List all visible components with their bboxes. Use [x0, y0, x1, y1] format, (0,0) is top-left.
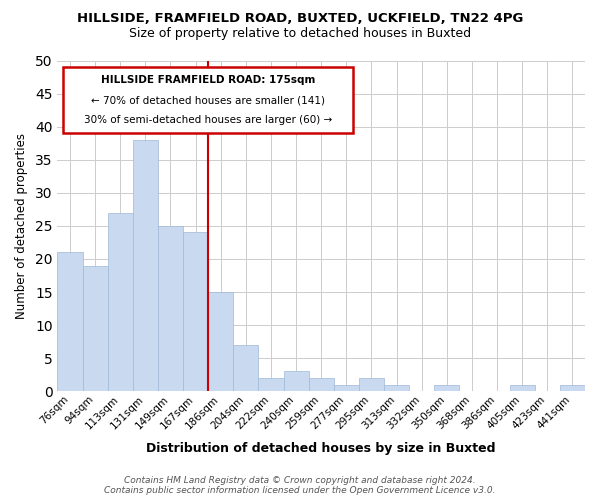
- Text: Contains HM Land Registry data © Crown copyright and database right 2024.
Contai: Contains HM Land Registry data © Crown c…: [104, 476, 496, 495]
- Bar: [208, 292, 233, 392]
- Bar: [158, 226, 183, 392]
- Bar: [83, 266, 107, 392]
- Bar: [233, 345, 259, 392]
- Bar: [107, 212, 133, 392]
- Bar: [384, 384, 409, 392]
- Bar: [334, 384, 359, 392]
- X-axis label: Distribution of detached houses by size in Buxted: Distribution of detached houses by size …: [146, 442, 496, 455]
- Bar: [560, 384, 585, 392]
- Bar: [359, 378, 384, 392]
- Text: Size of property relative to detached houses in Buxted: Size of property relative to detached ho…: [129, 28, 471, 40]
- Bar: [133, 140, 158, 392]
- FancyBboxPatch shape: [63, 67, 353, 134]
- Bar: [58, 252, 83, 392]
- Bar: [284, 372, 308, 392]
- Bar: [509, 384, 535, 392]
- Bar: [259, 378, 284, 392]
- Bar: [308, 378, 334, 392]
- Bar: [183, 232, 208, 392]
- Bar: [434, 384, 460, 392]
- Text: HILLSIDE, FRAMFIELD ROAD, BUXTED, UCKFIELD, TN22 4PG: HILLSIDE, FRAMFIELD ROAD, BUXTED, UCKFIE…: [77, 12, 523, 26]
- Text: ← 70% of detached houses are smaller (141): ← 70% of detached houses are smaller (14…: [91, 95, 325, 105]
- Text: HILLSIDE FRAMFIELD ROAD: 175sqm: HILLSIDE FRAMFIELD ROAD: 175sqm: [101, 76, 315, 86]
- Text: 30% of semi-detached houses are larger (60) →: 30% of semi-detached houses are larger (…: [83, 115, 332, 125]
- Y-axis label: Number of detached properties: Number of detached properties: [15, 133, 28, 319]
